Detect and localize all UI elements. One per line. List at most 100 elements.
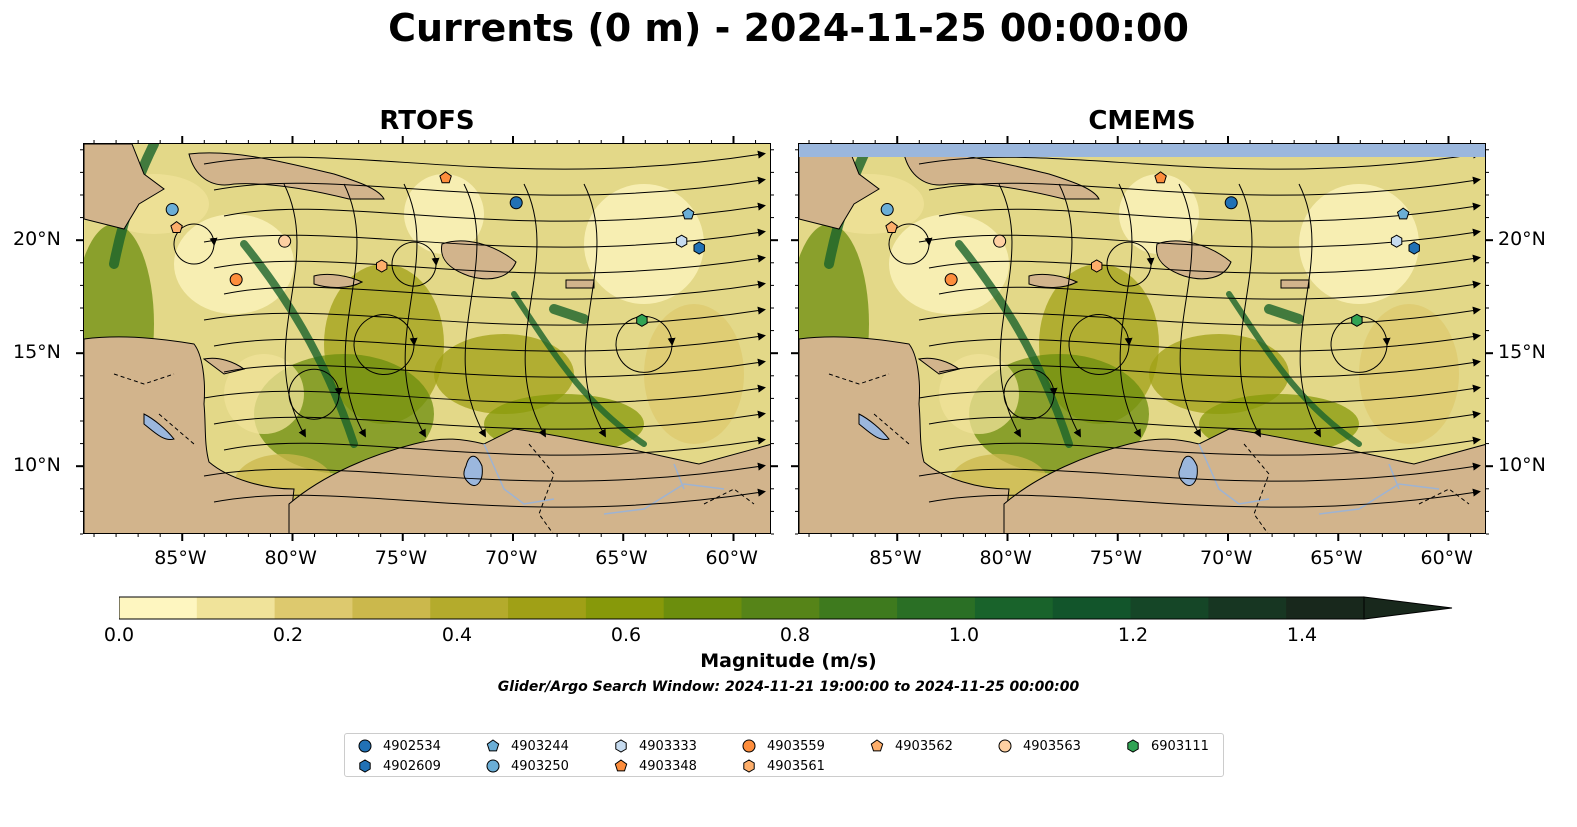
legend-item: 6903111 [1125,737,1209,755]
colorbar-tick-label: 0.2 [272,624,304,646]
hexagon-marker-icon [359,759,371,773]
colorbar-tick-label: 1.2 [1117,624,1149,646]
legend-item: 4903348 [613,757,697,775]
float-marker-4902534 [1224,196,1238,210]
legend-item: 4902609 [357,757,441,775]
colorbar-segment [1208,597,1287,619]
colorbar-segment [819,597,898,619]
legend-label: 6903111 [1151,738,1209,754]
colorbar-tick-label: 0.6 [610,624,642,646]
lon-tick-label: 75°W [374,547,428,569]
circle-marker-icon [358,739,372,753]
legend-item: 4903562 [869,737,953,755]
lon-tick-label: 80°W [264,547,317,569]
colorbar-tick-label: 0.4 [441,624,473,646]
rtofs-map-panel [83,143,771,534]
lon-tick-label: 75°W [1089,547,1143,569]
lat-tick-label: 20°N [13,228,61,251]
float-marker-4903563 [278,234,292,248]
colorbar-extend-arrow [1363,596,1453,620]
float-marker-4903561 [376,259,388,273]
panel-title-cmems: CMEMS [1088,106,1196,136]
float-marker-4902609 [693,241,705,255]
legend-label: 4902534 [383,738,441,754]
float-marker-4903244 [1396,207,1410,220]
lon-tick-label: 85°W [869,547,922,569]
colorbar-tick-label: 1.0 [948,624,980,646]
colorbar-segment [274,597,353,619]
pentagon-marker-icon [486,739,500,752]
float-marker-4903562 [170,220,183,233]
colorbar-tick-label: 1.4 [1286,624,1318,646]
colorbar-segment [1286,597,1365,619]
hexagon-marker-icon [743,759,755,773]
colorbar-segment [974,597,1054,619]
lon-tick-label: 80°W [979,547,1032,569]
float-marker-4903333 [675,234,688,248]
float-marker-4903563 [993,234,1007,248]
lat-tick-label: 15°N [1498,341,1546,364]
legend-label: 4903563 [1023,738,1081,754]
colorbar-segment [196,597,276,619]
colorbar-segment [352,597,431,619]
lat-tick-label: 15°N [13,341,61,364]
float-marker-4903559 [229,273,243,287]
lon-tick-label: 65°W [1310,547,1363,569]
legend-label: 4903348 [639,758,697,774]
figure-title: Currents (0 m) - 2024-11-25 00:00:00 [388,6,1189,50]
circle-marker-icon [742,739,756,753]
legend-item: 4903563 [997,737,1081,755]
legend-label: 4903561 [767,758,825,774]
colorbar-segment [585,597,665,619]
lon-tick-label: 60°W [1420,547,1473,569]
colorbar-segment [508,597,587,619]
colorbar-segment [1130,597,1209,619]
search-window-note: Glider/Argo Search Window: 2024-11-21 19… [497,679,1080,695]
float-marker-4902609 [1408,241,1420,255]
colorbar-label: Magnitude (m/s) [700,650,877,672]
colorbar-segment [663,597,742,619]
float-marker-4903561 [1091,259,1103,273]
legend-item: 4903559 [741,737,825,755]
lon-tick-label: 70°W [485,547,538,569]
float-marker-4903250 [165,203,179,217]
lon-tick-label: 85°W [154,547,207,569]
float-marker-4903250 [880,203,894,217]
colorbar-segment [897,597,976,619]
float-marker-4903348 [439,171,452,184]
legend-label: 4903333 [639,738,697,754]
pentagon-marker-icon [870,739,884,752]
float-marker-4903562 [885,220,898,233]
legend-item: 4903561 [741,757,825,775]
colorbar-segment [1052,597,1132,619]
lon-tick-label: 65°W [595,547,648,569]
colorbar [119,596,1453,620]
float-marker-4903244 [681,207,695,220]
lon-tick-label: 70°W [1200,547,1253,569]
hexagon-marker-icon [615,739,627,753]
panel-title-rtofs: RTOFS [379,106,475,136]
float-marker-4903348 [1154,171,1167,184]
circle-marker-icon [486,759,500,773]
circle-marker-icon [998,739,1012,753]
colorbar-tick-label: 0.8 [779,624,811,646]
float-marker-6903111 [636,313,648,327]
legend-item: 4902534 [357,737,441,755]
cmems-map-panel [798,143,1486,534]
legend-item: 4903250 [485,757,569,775]
legend-label: 4903559 [767,738,825,754]
float-marker-4903559 [944,273,958,287]
float-legend: 4902534 4902609 4903244 4903250 4903333 … [344,733,1224,777]
legend-label: 4903562 [895,738,953,754]
legend-label: 4902609 [383,758,441,774]
pentagon-marker-icon [614,759,628,772]
float-marker-4902534 [509,196,523,210]
float-marker-4903333 [1390,234,1403,248]
lat-tick-label: 20°N [1498,228,1546,251]
legend-item: 4903333 [613,737,697,755]
colorbar-segment [430,597,509,619]
colorbar-segment [741,597,820,619]
legend-label: 4903250 [511,758,569,774]
float-marker-6903111 [1351,313,1363,327]
hexagon-marker-icon [1127,739,1139,753]
